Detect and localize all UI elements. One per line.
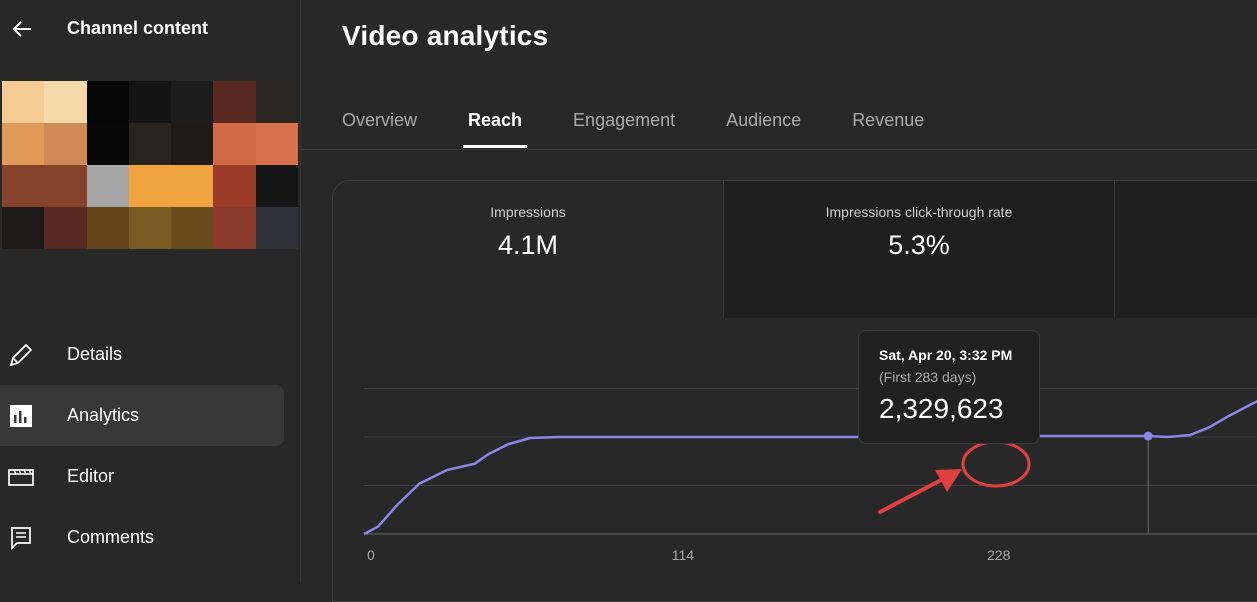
metric-tab-partial[interactable]: [1115, 181, 1257, 318]
tooltip-value: 2,329,623: [879, 393, 1004, 424]
analytics-tabs: Overview Reach Engagement Audience Reven…: [342, 92, 975, 148]
impressions-metric-tab[interactable]: Impressions 4.1M: [333, 181, 724, 318]
tab-engagement[interactable]: Engagement: [573, 109, 676, 130]
sidebar: Channel content Details Analytics Editor: [0, 0, 301, 583]
thumbnail-tile: [128, 81, 172, 123]
thumbnail-tile: [128, 123, 172, 165]
video-thumbnail[interactable]: [2, 81, 298, 249]
sidebar-item-editor[interactable]: Editor: [0, 446, 300, 507]
sidebar-item-details[interactable]: Details: [0, 324, 300, 385]
thumbnail-tile: [171, 207, 214, 249]
tab-overview[interactable]: Overview: [342, 109, 418, 130]
thumbnail-tile: [213, 207, 256, 249]
thumbnail-tile: [213, 165, 256, 207]
thumbnail-tile: [255, 165, 298, 207]
sidebar-item-label: Comments: [67, 527, 155, 547]
metric-label: Impressions click-through rate: [825, 204, 1013, 220]
arrow-left-icon[interactable]: [8, 14, 38, 44]
chart-tooltip: Sat, Apr 20, 3:32 PM (First 283 days) 2,…: [858, 330, 1040, 444]
ctr-metric-tab[interactable]: Impressions click-through rate 5.3%: [724, 181, 1115, 318]
thumbnail-tile: [86, 123, 129, 165]
thumbnail-tile: [86, 81, 129, 123]
sidebar-item-label: Details: [67, 344, 123, 364]
tabs-divider: [301, 149, 1257, 150]
thumbnail-tile: [213, 123, 256, 165]
tooltip-subtitle: (First 283 days): [879, 369, 977, 385]
thumbnail-tile: [2, 165, 45, 207]
thumbnail-tile: [255, 81, 298, 123]
metric-value: 4.1M: [497, 230, 559, 260]
pencil-icon: [9, 343, 33, 367]
film-clapper-icon: [8, 469, 34, 486]
main-content: Video analytics Overview Reach Engagemen…: [301, 0, 1257, 602]
metric-value: 5.3%: [888, 230, 950, 260]
thumbnail-tile: [213, 81, 256, 123]
thumbnail-tile: [86, 207, 129, 249]
thumbnail-tile: [44, 123, 87, 165]
analytics-bar-chart-icon: [10, 405, 32, 427]
sidebar-item-label: Analytics: [67, 405, 140, 425]
thumbnail-tile: [255, 123, 298, 165]
reach-card: Impressions 4.1M Impressions click-throu…: [332, 180, 1257, 602]
thumbnail-tile: [171, 81, 214, 123]
page-title: Video analytics: [342, 20, 549, 51]
sidebar-item-analytics[interactable]: Analytics: [0, 385, 284, 446]
thumbnail-tile: [44, 207, 87, 249]
thumbnail-tile: [255, 207, 298, 249]
thumbnail-tile: [44, 81, 87, 123]
sidebar-nav: Details Analytics Editor Comments: [0, 324, 300, 568]
thumbnail-tile: [171, 165, 214, 207]
thumbnail-tile: [86, 165, 129, 207]
tab-audience[interactable]: Audience: [726, 109, 802, 130]
thumbnail-tile: [44, 165, 87, 207]
thumbnail-tile: [2, 123, 45, 165]
tab-reach[interactable]: Reach: [463, 92, 528, 148]
thumbnail-tile: [171, 123, 214, 165]
tooltip-date: Sat, Apr 20, 3:32 PM: [879, 347, 1013, 363]
sidebar-item-label: Editor: [67, 466, 115, 486]
metric-label: Impressions: [490, 204, 566, 220]
thumbnail-tile: [2, 81, 45, 123]
sidebar-item-comments[interactable]: Comments: [0, 507, 300, 568]
thumbnail-tile: [128, 165, 172, 207]
comment-icon: [11, 527, 31, 551]
thumbnail-tile: [128, 207, 172, 249]
tab-revenue[interactable]: Revenue: [852, 109, 925, 130]
channel-content-title: Channel content: [67, 18, 209, 38]
thumbnail-tile: [2, 207, 45, 249]
